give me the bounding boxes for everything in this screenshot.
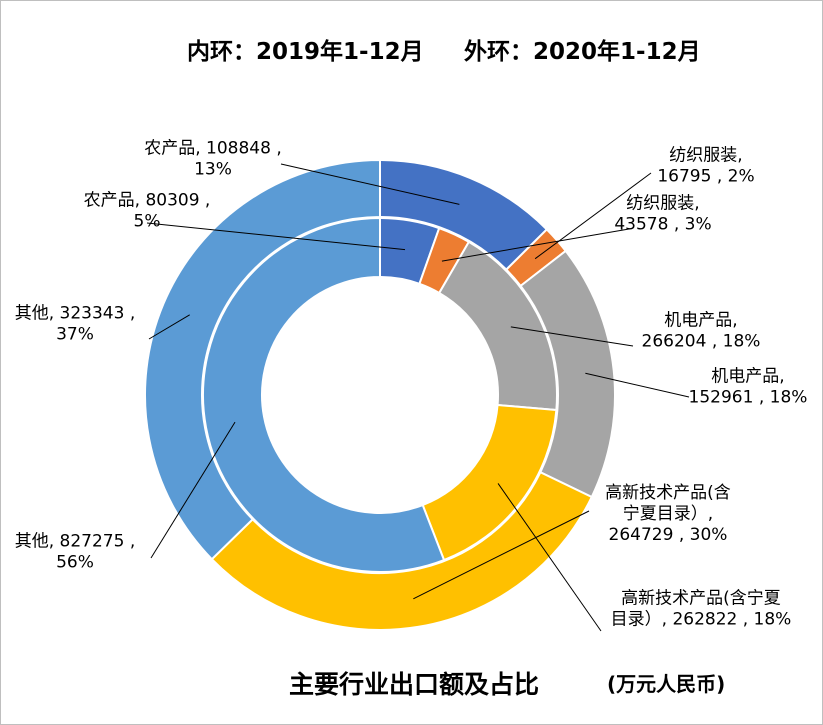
outer-ring-data-label-line: 纺织服装, [669,146,742,166]
inner-ring-slice-other [202,216,446,573]
outer-ring-data-label-line: 农产品, 108848 , [144,139,282,159]
inner-ring-data-label-line: 目录）, 262822 , 18% [611,610,792,630]
outer-leader-line-electromech [585,372,690,398]
inner-leader-line-electromech [510,326,634,347]
inner-ring-data-label-agri: 农产品, 80309 , 5% [84,191,211,232]
chart-title: 主要行业出口额及占比 [289,670,539,699]
outer-ring-caption: 外环：2020年1-12月 [464,38,701,65]
inner-leader-line-hightech [497,483,602,632]
inner-ring-data-label-line: 机电产品, [664,311,737,331]
inner-ring-data-label-line: 高新技术产品(含宁夏 [621,589,781,609]
outer-leader-line-textile [534,172,652,260]
inner-ring-data-label-line: 农产品, 80309 , [84,191,211,211]
outer-ring-data-label-line: 264729 , 30% [609,525,728,545]
outer-ring-data-label-line: 宁夏目录）, [623,504,713,524]
inner-ring-data-label-line: 56% [56,553,94,573]
unit-label: (万元人民币) [607,672,725,696]
data-labels-layer: 农产品, 80309 , 5%纺织服装, 43578 , 3%机电产品, 266204… [15,139,808,630]
inner-ring-data-label-line: 纺织服装, [626,194,699,214]
inner-ring-data-label-other: 其他, 827275 , 56% [15,532,136,573]
inner-ring-data-label-textile: 纺织服装, 43578 , 3% [614,194,711,235]
outer-ring-slice-other [144,158,381,561]
inner-ring-data-label-line: 其他, 827275 , [15,532,136,552]
inner-ring-data-label-electromech: 机电产品, 266204 , 18% [642,311,761,352]
outer-ring-data-label-line: 13% [194,160,232,180]
outer-leader-line-agri [280,163,460,205]
inner-leader-line-agri [146,222,406,251]
outer-leader-line-hightech [413,510,590,600]
outer-ring-data-label-line: 机电产品, [711,367,784,387]
outer-ring-data-label-line: 其他, 323343 , [15,304,136,324]
outer-ring-data-label-electromech: 机电产品, 152961 , 18% [689,367,808,408]
outer-leader-line-other [148,314,190,340]
inner-ring-caption: 内环：2019年1-12月 [187,38,424,65]
outer-ring-data-label-line: 152961 , 18% [689,388,808,408]
outer-ring-data-label-textile: 纺织服装, 16795 , 2% [657,146,754,187]
outer-ring-slice-hightech [210,470,594,631]
outer-ring-data-label-line: 37% [56,325,94,345]
inner-leader-line-other [150,421,236,559]
inner-leader-line-textile [441,228,630,262]
inner-ring-data-label-line: 5% [134,212,161,232]
leader-lines-layer [146,163,690,632]
outer-ring-data-label-hightech: 高新技术产品(含宁夏目录）, 264729 , 30% [605,483,731,545]
outer-ring-data-label-line: 16795 , 2% [657,167,754,187]
inner-ring-data-label-line: 43578 , 3% [614,215,711,235]
outer-ring-data-label-agri: 农产品, 108848 , 13% [144,139,282,180]
outer-ring-data-label-line: 高新技术产品(含 [605,483,731,503]
inner-ring-data-label-line: 266204 , 18% [642,332,761,352]
inner-ring-data-label-hightech: 高新技术产品(含宁夏目录）, 262822 , 18% [611,589,792,630]
outer-ring-data-label-other: 其他, 323343 , 37% [15,304,136,345]
